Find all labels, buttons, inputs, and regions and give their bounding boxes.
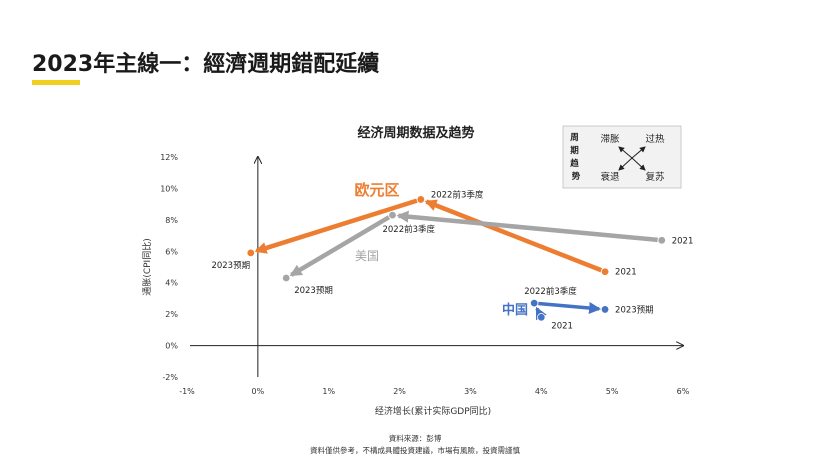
legend-arrow-overheat [631, 146, 646, 159]
axes [190, 157, 683, 377]
point-label: 2023预期 [294, 285, 333, 296]
point-label: 2022前3季度 [382, 224, 435, 235]
legend-arrow-recession [618, 157, 633, 171]
y-tick-label: 2% [165, 310, 178, 319]
point-label: 2023预期 [615, 304, 654, 315]
legend-recovery: 复苏 [645, 171, 665, 183]
legend-overheat: 过热 [645, 133, 665, 145]
slide-title: 2023年主線一：經濟週期錯配延續 [32, 52, 380, 77]
x-tick-labels: -1% 0% 1% 2% 3% 4% 5% 6% [179, 387, 690, 396]
point-label: 2023预期 [211, 260, 250, 271]
x-tick-label: 3% [464, 387, 477, 396]
trend-arrow [254, 198, 418, 254]
data-point [530, 298, 539, 308]
point-label: 2021 [615, 268, 637, 278]
series-name-label: 中国 [502, 302, 528, 318]
legend-side-label: 周 期 趋 势 [569, 132, 581, 182]
data-point [600, 267, 610, 276]
legend-arrow-recovery [631, 157, 646, 171]
x-tick-label: 4% [535, 387, 548, 396]
x-tick-label: 0% [252, 387, 265, 396]
series-name-label: 美国 [355, 249, 379, 263]
series-1: 2021 2022前3季度 2023预期 美国 [282, 210, 694, 296]
data-point [388, 210, 397, 220]
x-tick-label: 2% [393, 387, 406, 396]
point-label: 2022前3季度 [524, 286, 577, 297]
data-point [537, 313, 546, 322]
chart-title: 经济周期数据及趋势 [357, 125, 474, 141]
y-tick-label: 6% [165, 247, 178, 256]
y-tick-label: -2% [162, 373, 178, 382]
series-layer: 2021 2022前3季度 2023预期 欧元区 2021 2022前3季度 2023预期 美… [211, 181, 693, 331]
footer-disclaimer: 資料僅供參考，不構成具體投資建議，市場有風險，投資需謹慎 [310, 446, 520, 455]
data-point [246, 248, 255, 258]
data-point [600, 305, 610, 314]
series-2: 2021 2022前3季度 2023预期 中国 [502, 286, 654, 331]
point-label: 2022前3季度 [431, 189, 484, 200]
footer-source: 資料來源：彭博 [388, 434, 442, 443]
y-tick-label: 4% [165, 279, 178, 288]
trend-arrow [289, 215, 391, 277]
series-name-label: 欧元区 [354, 181, 399, 199]
y-tick-label: 0% [165, 342, 178, 351]
data-point [416, 195, 426, 204]
y-tick-labels: -2% 0% 2% 4% 6% 8% 10% 12% [160, 153, 178, 382]
legend-arrow-stagflation [618, 146, 633, 159]
x-tick-label: -1% [179, 387, 195, 396]
data-point [282, 273, 291, 283]
y-tick-label: 8% [165, 216, 178, 225]
legend-recession: 衰退 [600, 171, 620, 183]
x-tick-label: 6% [677, 387, 690, 396]
data-point [657, 236, 666, 245]
trend-arrow [538, 301, 602, 314]
title-accent-bar [32, 80, 80, 85]
y-tick-label: 10% [160, 184, 178, 193]
point-label: 2021 [551, 321, 573, 331]
y-axis-label: 通胀(CPI同比) [141, 238, 153, 295]
legend-stagflation: 滞胀 [600, 134, 620, 145]
trend-arrow [424, 199, 603, 273]
y-tick-label: 12% [160, 153, 178, 162]
x-tick-label: 5% [606, 387, 619, 396]
x-axis-label: 经济增长(累计实际GDP同比) [375, 405, 491, 417]
trend-arrow [396, 210, 658, 243]
series-0: 2021 2022前3季度 2023预期 欧元区 [211, 181, 636, 278]
x-tick-label: 1% [322, 387, 335, 396]
trend-arrow [535, 306, 547, 321]
point-label: 2021 [672, 236, 694, 246]
cycle-legend-box: 周 期 趋 势 滞胀 过热 衰退 复苏 [562, 125, 682, 189]
